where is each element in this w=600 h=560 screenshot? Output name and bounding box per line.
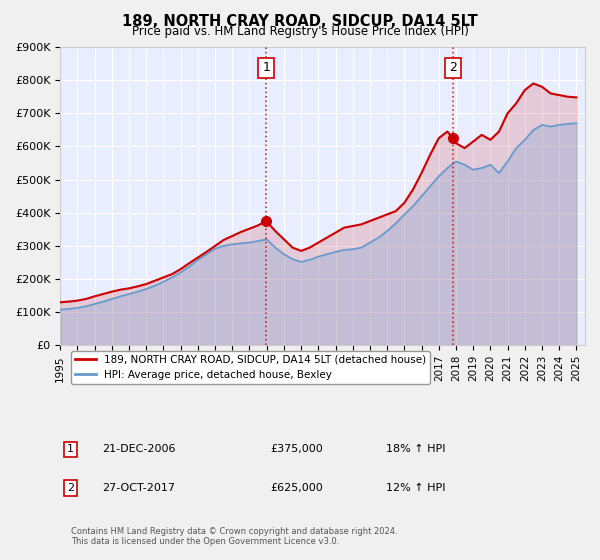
Text: 189, NORTH CRAY ROAD, SIDCUP, DA14 5LT: 189, NORTH CRAY ROAD, SIDCUP, DA14 5LT (122, 14, 478, 29)
Legend: 189, NORTH CRAY ROAD, SIDCUP, DA14 5LT (detached house), HPI: Average price, det: 189, NORTH CRAY ROAD, SIDCUP, DA14 5LT (… (71, 351, 430, 384)
Text: 12% ↑ HPI: 12% ↑ HPI (386, 483, 445, 493)
Text: 1: 1 (67, 445, 74, 454)
Text: 27-OCT-2017: 27-OCT-2017 (102, 483, 175, 493)
Text: £375,000: £375,000 (270, 445, 323, 454)
Text: 21-DEC-2006: 21-DEC-2006 (102, 445, 176, 454)
Text: 18% ↑ HPI: 18% ↑ HPI (386, 445, 445, 454)
Text: 1: 1 (262, 62, 270, 74)
Text: Price paid vs. HM Land Registry's House Price Index (HPI): Price paid vs. HM Land Registry's House … (131, 25, 469, 38)
Text: Contains HM Land Registry data © Crown copyright and database right 2024.
This d: Contains HM Land Registry data © Crown c… (71, 526, 397, 546)
Text: 2: 2 (449, 62, 457, 74)
Text: 2: 2 (67, 483, 74, 493)
Text: £625,000: £625,000 (270, 483, 323, 493)
